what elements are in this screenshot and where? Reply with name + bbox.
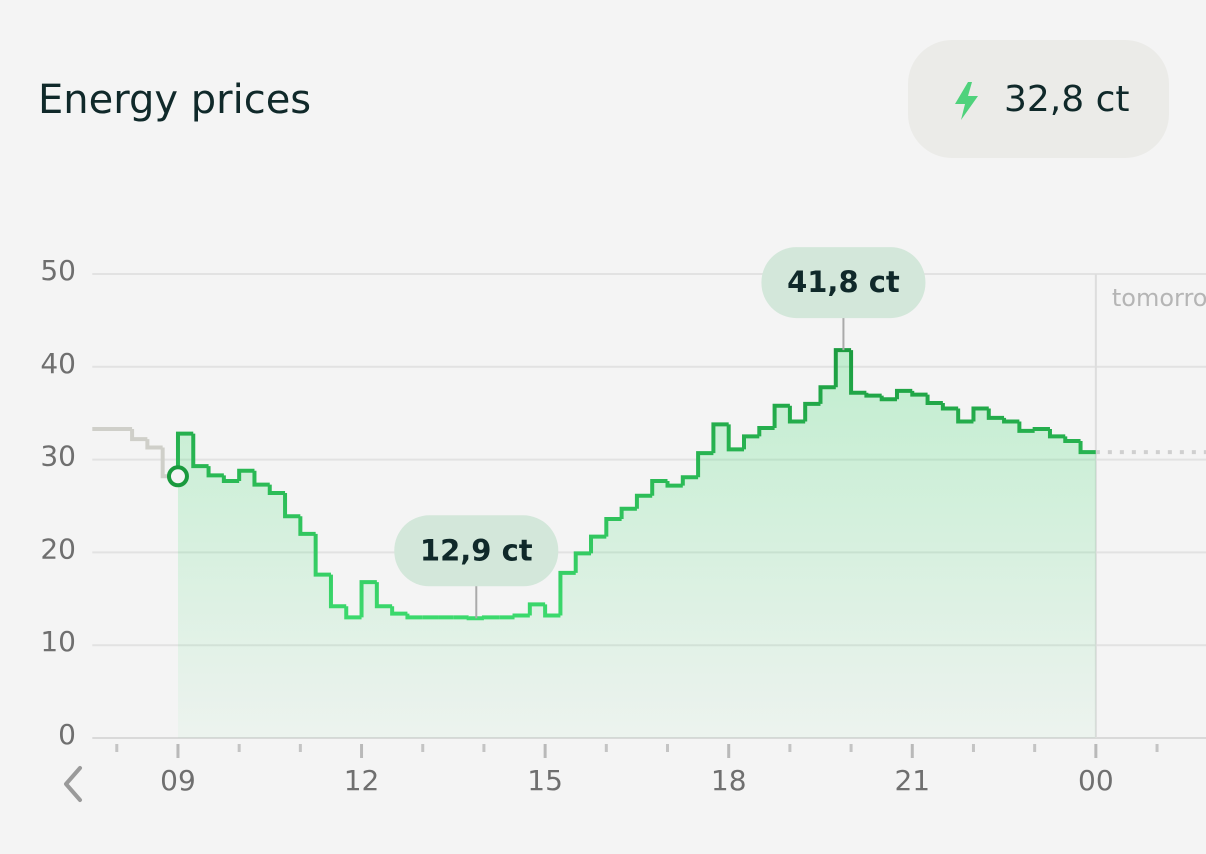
price-step <box>1078 441 1096 455</box>
price-step <box>665 480 683 488</box>
annotation-label: 12,9 ct <box>420 533 533 567</box>
current-price: 32,8 ct <box>1004 79 1130 120</box>
price-step <box>940 402 959 411</box>
price-step <box>833 348 852 388</box>
price-step <box>894 388 913 400</box>
price-step <box>1047 428 1066 439</box>
price-step <box>543 604 561 618</box>
tomorrow-label: tomorrow <box>1112 284 1206 312</box>
price-step <box>680 475 699 486</box>
price-step <box>864 392 882 398</box>
y-tick-label: 20 <box>40 532 76 565</box>
x-tick-label: 09 <box>160 764 196 797</box>
price-step <box>711 422 729 454</box>
price-badge[interactable] <box>908 40 1169 158</box>
lightning-icon <box>955 82 978 120</box>
price-step <box>527 602 546 616</box>
current-point <box>166 465 189 488</box>
x-tick-label: 00 <box>1078 764 1114 797</box>
page-title: Energy prices <box>38 77 311 123</box>
price-step <box>879 395 897 402</box>
price-step <box>818 385 836 404</box>
price-step <box>772 403 790 429</box>
price-step <box>696 451 714 478</box>
past-step <box>145 439 163 450</box>
price-step <box>1063 436 1081 444</box>
x-tick-label: 12 <box>344 764 380 797</box>
price-step <box>466 616 484 621</box>
annotation-bubble <box>394 515 559 587</box>
price-step <box>925 394 943 405</box>
price-step <box>175 431 194 477</box>
price-step <box>910 390 928 397</box>
x-tick-label: 15 <box>527 764 563 797</box>
y-tick-label: 30 <box>40 440 76 473</box>
price-step <box>787 405 806 424</box>
annotation-bubble <box>761 247 926 319</box>
annotation-label: 41,8 ct <box>787 265 900 299</box>
price-area <box>177 350 1096 738</box>
price-step <box>1032 426 1050 431</box>
price-step <box>803 401 821 422</box>
y-tick-label: 0 <box>58 718 76 751</box>
price-step <box>390 606 408 616</box>
price-step <box>741 434 760 450</box>
price-step <box>283 493 301 519</box>
price-step <box>1002 417 1020 424</box>
price-step <box>298 516 316 536</box>
price-step <box>986 408 1005 420</box>
price-step <box>313 533 331 577</box>
price-step <box>726 424 744 452</box>
price-step <box>267 484 286 496</box>
price-step <box>481 615 500 620</box>
price-step <box>589 534 607 554</box>
price-step <box>634 493 653 509</box>
price-step <box>604 516 622 537</box>
past-step <box>130 428 148 442</box>
price-step <box>573 551 592 573</box>
x-tick-label: 18 <box>711 764 747 797</box>
price-step <box>956 408 974 424</box>
y-tick-label: 50 <box>40 254 76 287</box>
price-step <box>650 478 668 496</box>
price-step <box>1017 421 1035 433</box>
back-chevron[interactable] <box>64 766 82 802</box>
price-step <box>971 406 989 422</box>
price-step <box>221 475 240 483</box>
y-tick-label: 10 <box>40 625 76 658</box>
y-tick-label: 40 <box>40 347 76 380</box>
chart: 0 10 20 30 40 50 09 12 15 18 21 00 tomorrow 41,8 ct 12… <box>40 247 1206 797</box>
price-step <box>757 426 775 437</box>
price-step <box>619 506 637 519</box>
x-tick-label: 21 <box>894 764 930 797</box>
price-step <box>849 350 867 395</box>
price-step <box>206 466 224 478</box>
price-step <box>558 570 576 616</box>
price-step <box>252 470 270 487</box>
price-step <box>374 582 393 609</box>
price-step <box>405 613 423 620</box>
price-step <box>512 613 530 618</box>
price-step <box>328 574 347 609</box>
price-step <box>359 580 377 618</box>
price-step <box>344 606 362 620</box>
price-step <box>237 468 255 481</box>
price-step <box>191 433 209 469</box>
